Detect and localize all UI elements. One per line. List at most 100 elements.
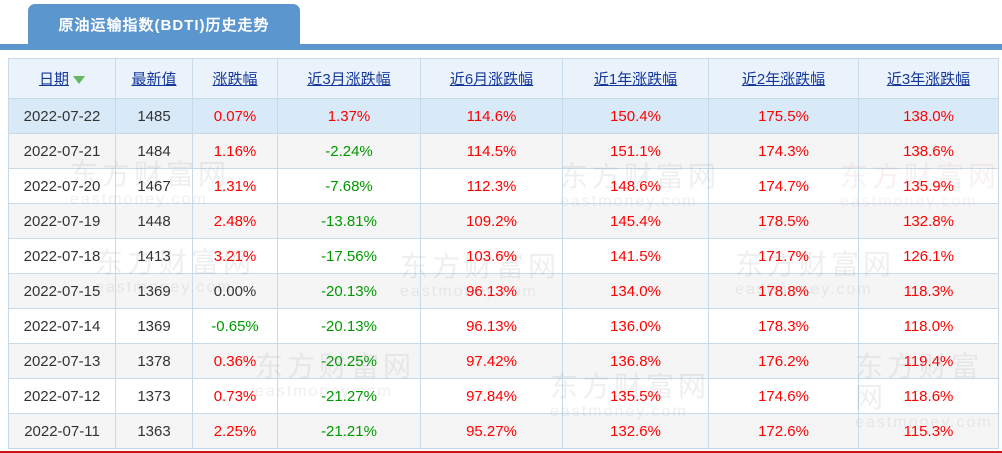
bottom-red-line: [0, 451, 1002, 453]
date-cell: 2022-07-12: [8, 378, 116, 414]
date-cell: 2022-07-13: [8, 343, 116, 379]
col-header-chg-3m[interactable]: 近3月涨跌幅: [277, 58, 421, 99]
chg-2y-cell: 174.3%: [708, 133, 859, 169]
latest-value-cell: 1378: [115, 343, 193, 379]
chg-cell: 0.07%: [192, 98, 278, 134]
chg-1y-cell: 145.4%: [562, 203, 709, 239]
latest-value-cell: 1369: [115, 273, 193, 309]
chg-3m-cell: 1.37%: [277, 98, 421, 134]
chg-1y-cell: 151.1%: [562, 133, 709, 169]
chg-cell: -0.65%: [192, 308, 278, 344]
page-title: 原油运输指数(BDTI)历史走势: [58, 17, 270, 34]
latest-value-cell: 1363: [115, 413, 193, 449]
col-header-chg-6m[interactable]: 近6月涨跌幅: [420, 58, 563, 99]
col-header-date[interactable]: 日期: [8, 58, 116, 99]
col-header-chg-1y[interactable]: 近1年涨跌幅: [562, 58, 709, 99]
chg-cell: 0.00%: [192, 273, 278, 309]
chg-1y-cell: 132.6%: [562, 413, 709, 449]
table-row: 2022-07-15 1369 0.00% -20.13% 96.13% 134…: [8, 273, 999, 309]
chg-3m-cell: -2.24%: [277, 133, 421, 169]
header-divider-bar: [0, 44, 1002, 50]
chg-cell: 3.21%: [192, 238, 278, 274]
chg-3y-cell: 118.0%: [858, 308, 999, 344]
bdti-history-table: 日期 最新值 涨跌幅 近3月涨跌幅 近6月涨跌幅 近1年涨跌幅 近2年涨跌幅 近…: [8, 58, 999, 449]
table-row: 2022-07-11 1363 2.25% -21.21% 95.27% 132…: [8, 413, 999, 449]
chg-3m-cell: -7.68%: [277, 168, 421, 204]
chg-3m-cell: -20.13%: [277, 273, 421, 309]
table-row: 2022-07-12 1373 0.73% -21.27% 97.84% 135…: [8, 378, 999, 414]
chg-6m-cell: 96.13%: [420, 273, 563, 309]
chg-3m-cell: -21.27%: [277, 378, 421, 414]
col-header-chg[interactable]: 涨跌幅: [192, 58, 278, 99]
latest-value-cell: 1448: [115, 203, 193, 239]
chg-3y-cell: 118.6%: [858, 378, 999, 414]
chg-cell: 1.16%: [192, 133, 278, 169]
chg-1y-cell: 135.5%: [562, 378, 709, 414]
table-row: 2022-07-18 1413 3.21% -17.56% 103.6% 141…: [8, 238, 999, 274]
chg-3y-cell: 119.4%: [858, 343, 999, 379]
latest-value-cell: 1413: [115, 238, 193, 274]
chg-2y-cell: 178.3%: [708, 308, 859, 344]
chg-1y-cell: 150.4%: [562, 98, 709, 134]
chg-6m-cell: 95.27%: [420, 413, 563, 449]
chg-2y-cell: 172.6%: [708, 413, 859, 449]
chg-3m-cell: -21.21%: [277, 413, 421, 449]
table-row: 2022-07-19 1448 2.48% -13.81% 109.2% 145…: [8, 203, 999, 239]
chg-6m-cell: 96.13%: [420, 308, 563, 344]
chg-6m-cell: 114.6%: [420, 98, 563, 134]
sort-desc-icon: [73, 75, 85, 84]
date-cell: 2022-07-11: [8, 413, 116, 449]
latest-value-cell: 1484: [115, 133, 193, 169]
chg-cell: 1.31%: [192, 168, 278, 204]
date-cell: 2022-07-19: [8, 203, 116, 239]
chg-2y-cell: 178.8%: [708, 273, 859, 309]
chg-2y-cell: 174.7%: [708, 168, 859, 204]
chg-3y-cell: 135.9%: [858, 168, 999, 204]
chg-2y-cell: 175.5%: [708, 98, 859, 134]
chg-cell: 2.25%: [192, 413, 278, 449]
chg-2y-cell: 171.7%: [708, 238, 859, 274]
chg-cell: 0.73%: [192, 378, 278, 414]
chg-1y-cell: 136.0%: [562, 308, 709, 344]
table-row: 2022-07-22 1485 0.07% 1.37% 114.6% 150.4…: [8, 98, 999, 134]
chg-cell: 2.48%: [192, 203, 278, 239]
latest-value-cell: 1467: [115, 168, 193, 204]
chg-2y-cell: 174.6%: [708, 378, 859, 414]
chg-cell: 0.36%: [192, 343, 278, 379]
chg-2y-cell: 176.2%: [708, 343, 859, 379]
tab-bdti-history[interactable]: 原油运输指数(BDTI)历史走势: [28, 4, 300, 45]
col-header-latest[interactable]: 最新值: [115, 58, 193, 99]
chg-6m-cell: 112.3%: [420, 168, 563, 204]
date-cell: 2022-07-18: [8, 238, 116, 274]
chg-3y-cell: 138.0%: [858, 98, 999, 134]
header-row: 日期 最新值 涨跌幅 近3月涨跌幅 近6月涨跌幅 近1年涨跌幅 近2年涨跌幅 近…: [8, 58, 999, 99]
chg-3y-cell: 138.6%: [858, 133, 999, 169]
table-row: 2022-07-14 1369 -0.65% -20.13% 96.13% 13…: [8, 308, 999, 344]
table-row: 2022-07-21 1484 1.16% -2.24% 114.5% 151.…: [8, 133, 999, 169]
chg-6m-cell: 114.5%: [420, 133, 563, 169]
col-header-chg-3y[interactable]: 近3年涨跌幅: [858, 58, 999, 99]
date-cell: 2022-07-21: [8, 133, 116, 169]
chg-3m-cell: -20.25%: [277, 343, 421, 379]
chg-6m-cell: 109.2%: [420, 203, 563, 239]
date-cell: 2022-07-22: [8, 98, 116, 134]
latest-value-cell: 1369: [115, 308, 193, 344]
date-cell: 2022-07-15: [8, 273, 116, 309]
chg-3m-cell: -13.81%: [277, 203, 421, 239]
chg-6m-cell: 103.6%: [420, 238, 563, 274]
date-cell: 2022-07-14: [8, 308, 116, 344]
chg-1y-cell: 134.0%: [562, 273, 709, 309]
chg-3y-cell: 115.3%: [858, 413, 999, 449]
date-cell: 2022-07-20: [8, 168, 116, 204]
chg-3y-cell: 126.1%: [858, 238, 999, 274]
chg-6m-cell: 97.42%: [420, 343, 563, 379]
chg-1y-cell: 141.5%: [562, 238, 709, 274]
latest-value-cell: 1373: [115, 378, 193, 414]
chg-3y-cell: 132.8%: [858, 203, 999, 239]
chg-6m-cell: 97.84%: [420, 378, 563, 414]
chg-3m-cell: -17.56%: [277, 238, 421, 274]
table-row: 2022-07-20 1467 1.31% -7.68% 112.3% 148.…: [8, 168, 999, 204]
chg-3y-cell: 118.3%: [858, 273, 999, 309]
chg-2y-cell: 178.5%: [708, 203, 859, 239]
col-header-chg-2y[interactable]: 近2年涨跌幅: [708, 58, 859, 99]
